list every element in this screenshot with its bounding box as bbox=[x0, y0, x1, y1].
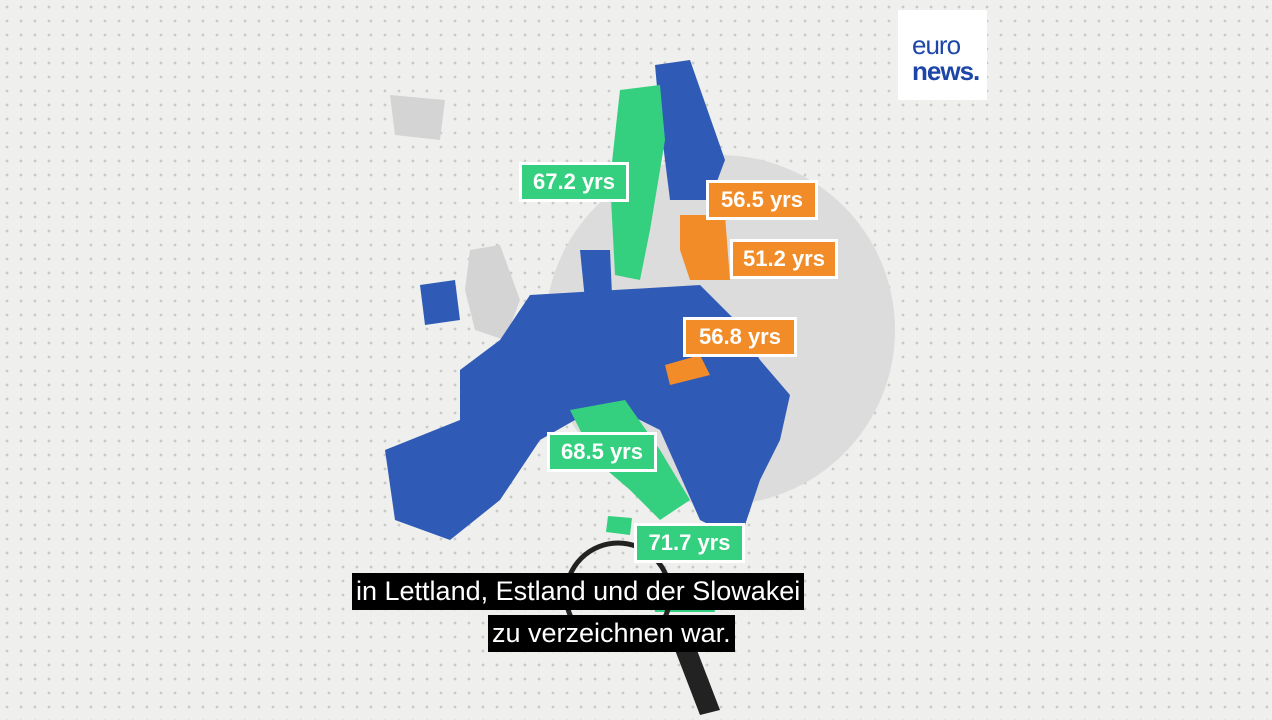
denmark bbox=[580, 250, 612, 300]
value-label: 56.8 yrs bbox=[683, 317, 797, 357]
logo-line: news. bbox=[912, 56, 980, 86]
sweden bbox=[610, 85, 665, 280]
value-label: 67.2 yrs bbox=[519, 162, 629, 202]
value-label: 68.5 yrs bbox=[547, 432, 657, 472]
slovakia bbox=[665, 355, 710, 385]
subtitle: zu verzeichnen war. bbox=[488, 615, 735, 652]
value-label: 71.7 yrs bbox=[634, 523, 745, 563]
sicily bbox=[606, 516, 632, 535]
magnifier-handle bbox=[675, 645, 720, 715]
uk bbox=[465, 245, 520, 340]
value-label: 56.5 yrs bbox=[706, 180, 818, 220]
ireland bbox=[420, 280, 460, 325]
value-label: 51.2 yrs bbox=[730, 239, 838, 279]
logo: euro news. bbox=[898, 10, 987, 100]
finland bbox=[655, 60, 725, 200]
iceland bbox=[390, 95, 445, 140]
subtitle: in Lettland, Estland und der Slowakei bbox=[352, 573, 805, 610]
logo-line: euro bbox=[912, 30, 961, 60]
baltics bbox=[680, 215, 730, 280]
